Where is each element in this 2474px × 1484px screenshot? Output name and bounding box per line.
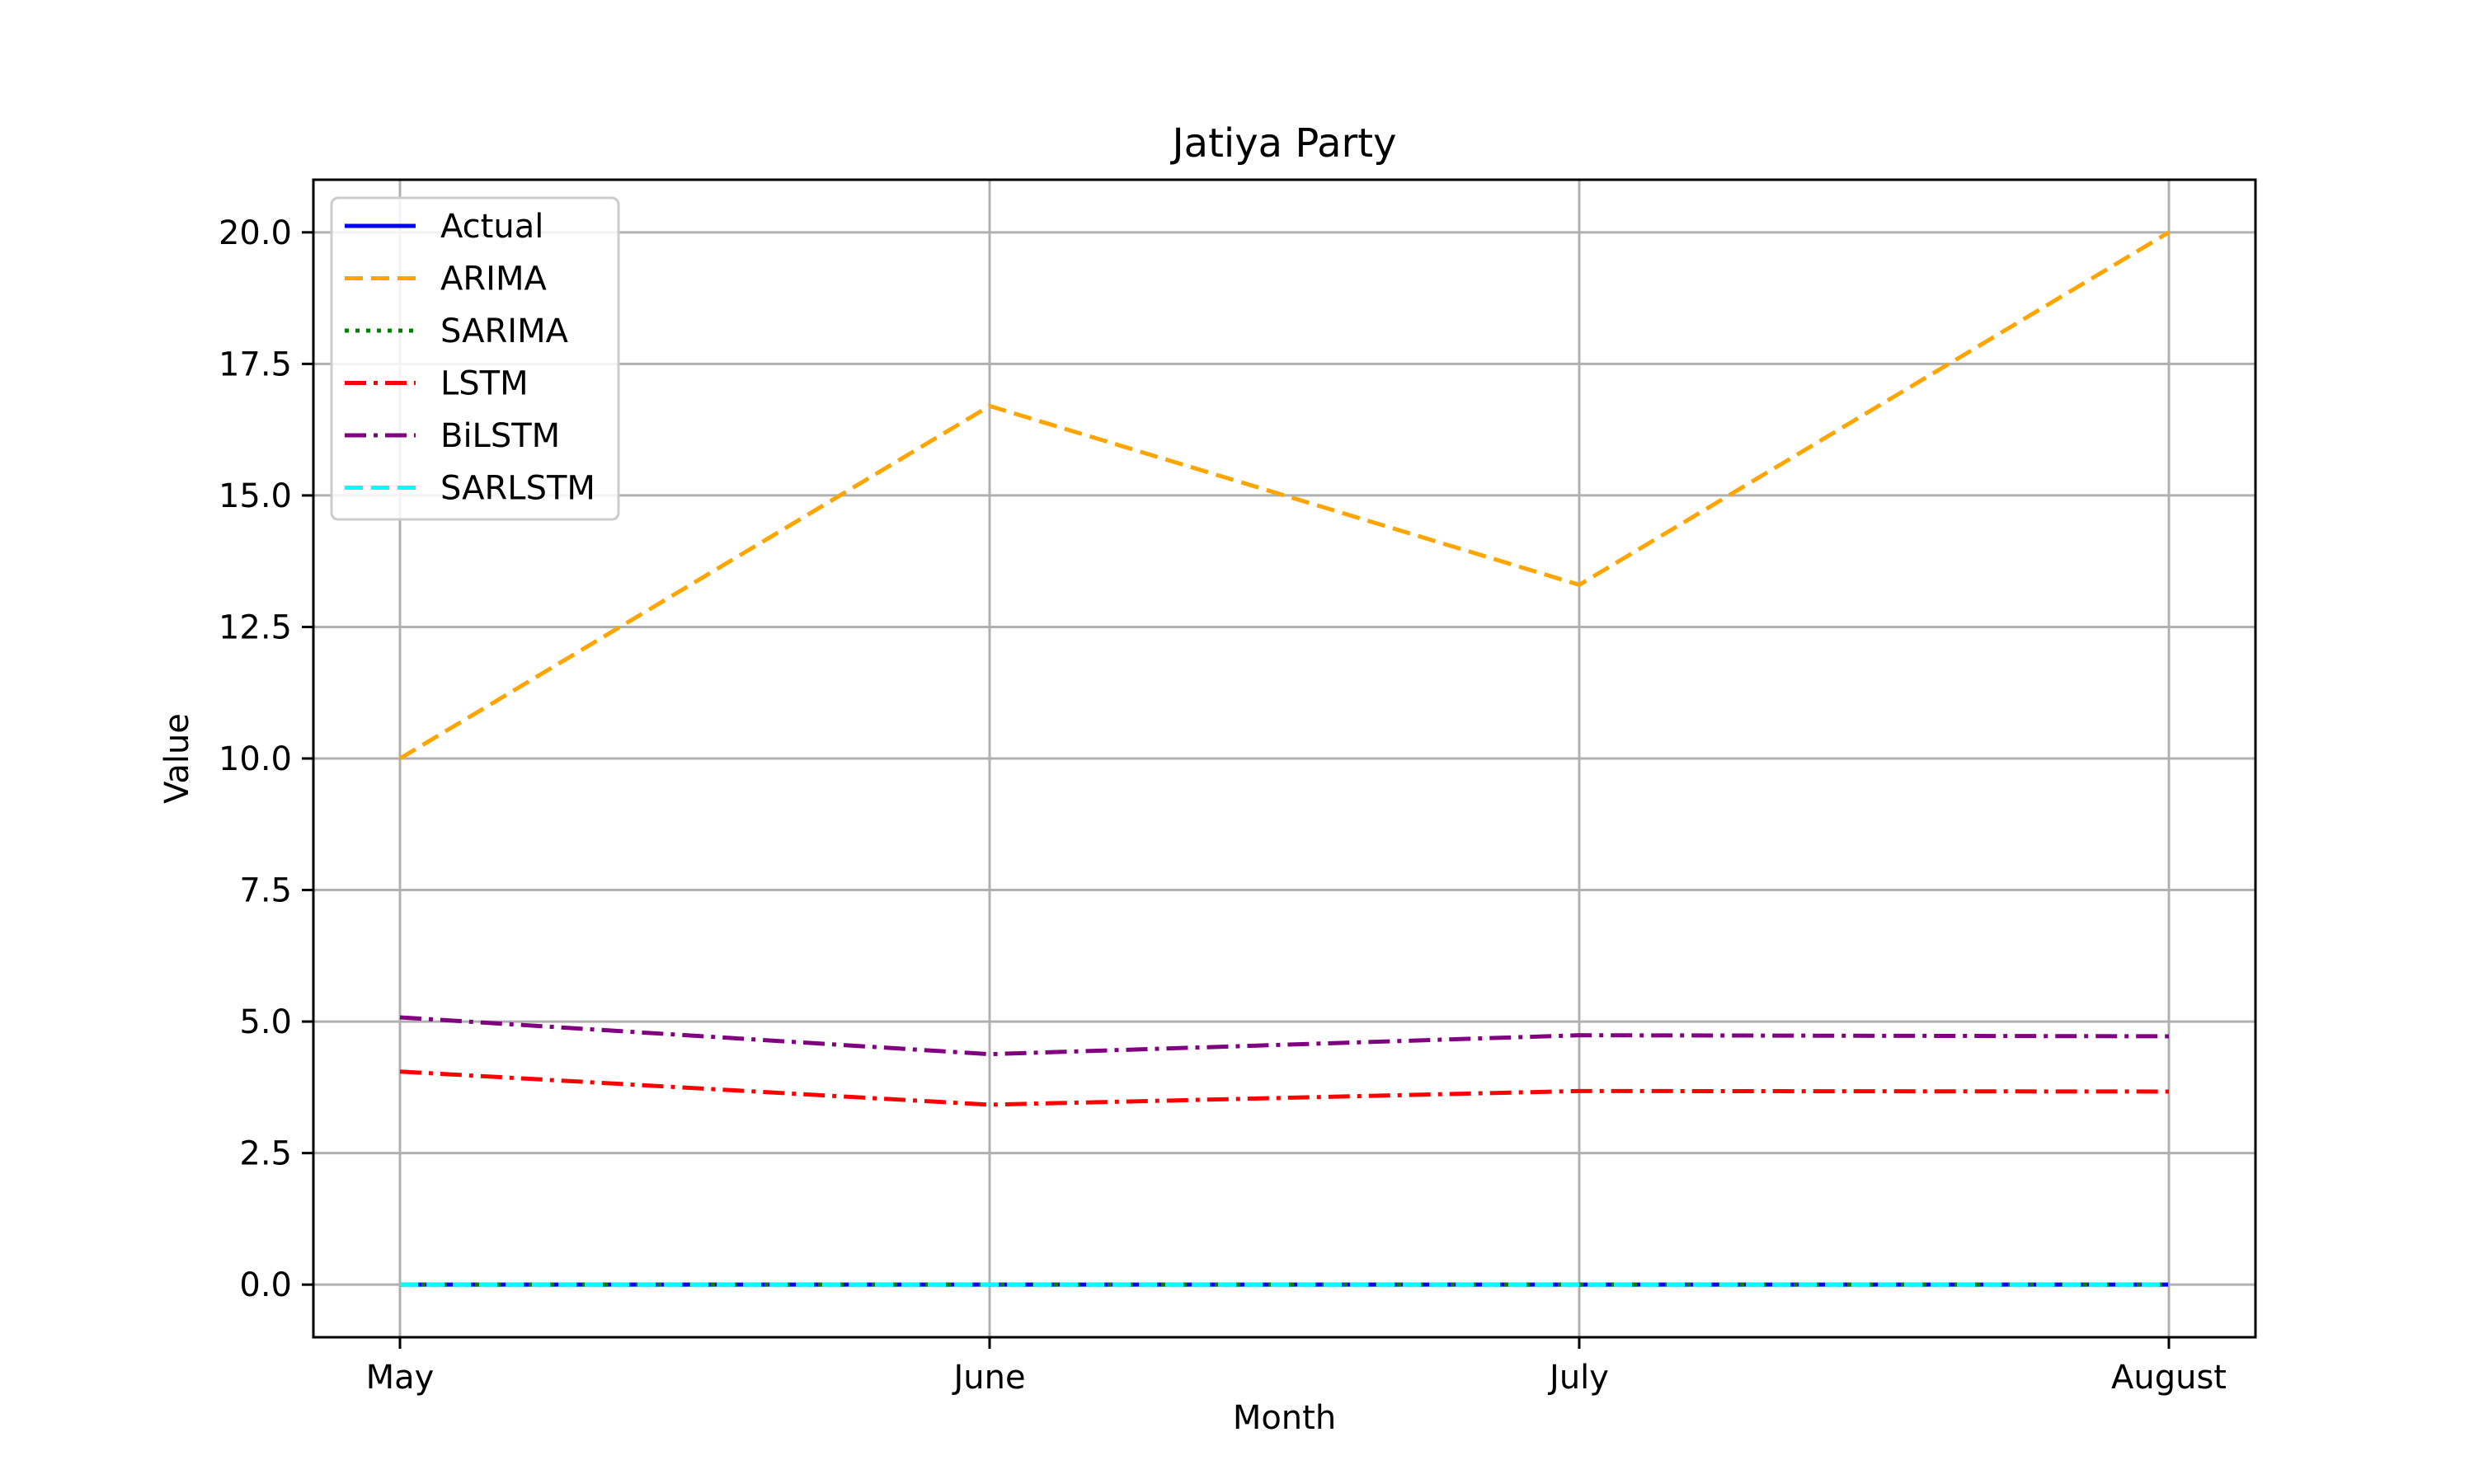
legend-label: Actual [440, 208, 543, 246]
series-lines [398, 230, 2171, 1287]
legend-label: SARLSTM [440, 470, 595, 508]
series-line-lstm [399, 1069, 2170, 1107]
legend: Actual ARIMA SARIMA LSTM BiLSTM SARLSTM [330, 196, 620, 521]
series-line-arima [398, 230, 2171, 761]
x-tick-label: June [951, 1359, 1025, 1397]
y-tick-label: 7.5 [239, 872, 292, 910]
y-tick-label: 12.5 [219, 608, 292, 646]
y-tick-label: 17.5 [219, 345, 292, 383]
y-tick-label: 2.5 [239, 1135, 292, 1173]
y-tick-label: 10.0 [219, 740, 292, 778]
x-axis-label: Month [1233, 1399, 1336, 1437]
chart-title: Jatiya Party [1170, 120, 1397, 167]
y-tick-label: 20.0 [219, 214, 292, 252]
x-tick-label: May [366, 1359, 435, 1397]
y-tick-label: 15.0 [219, 477, 292, 515]
legend-label: LSTM [440, 365, 529, 403]
x-tick-label: August [2111, 1359, 2227, 1397]
y-tick-label: 0.0 [239, 1266, 292, 1304]
x-tick-label: July [1547, 1359, 1609, 1397]
y-axis-label: Value [158, 713, 196, 804]
y-tick-label: 5.0 [239, 1003, 292, 1041]
legend-label: BiLSTM [440, 417, 560, 455]
axes: 0.0 2.5 5.0 7.5 10.0 12.5 15.0 17.5 20.0 May June J… [219, 214, 2227, 1397]
legend-label: ARIMA [440, 261, 547, 298]
legend-label: SARIMA [440, 312, 569, 350]
series-line-bilstm [399, 1015, 2170, 1057]
